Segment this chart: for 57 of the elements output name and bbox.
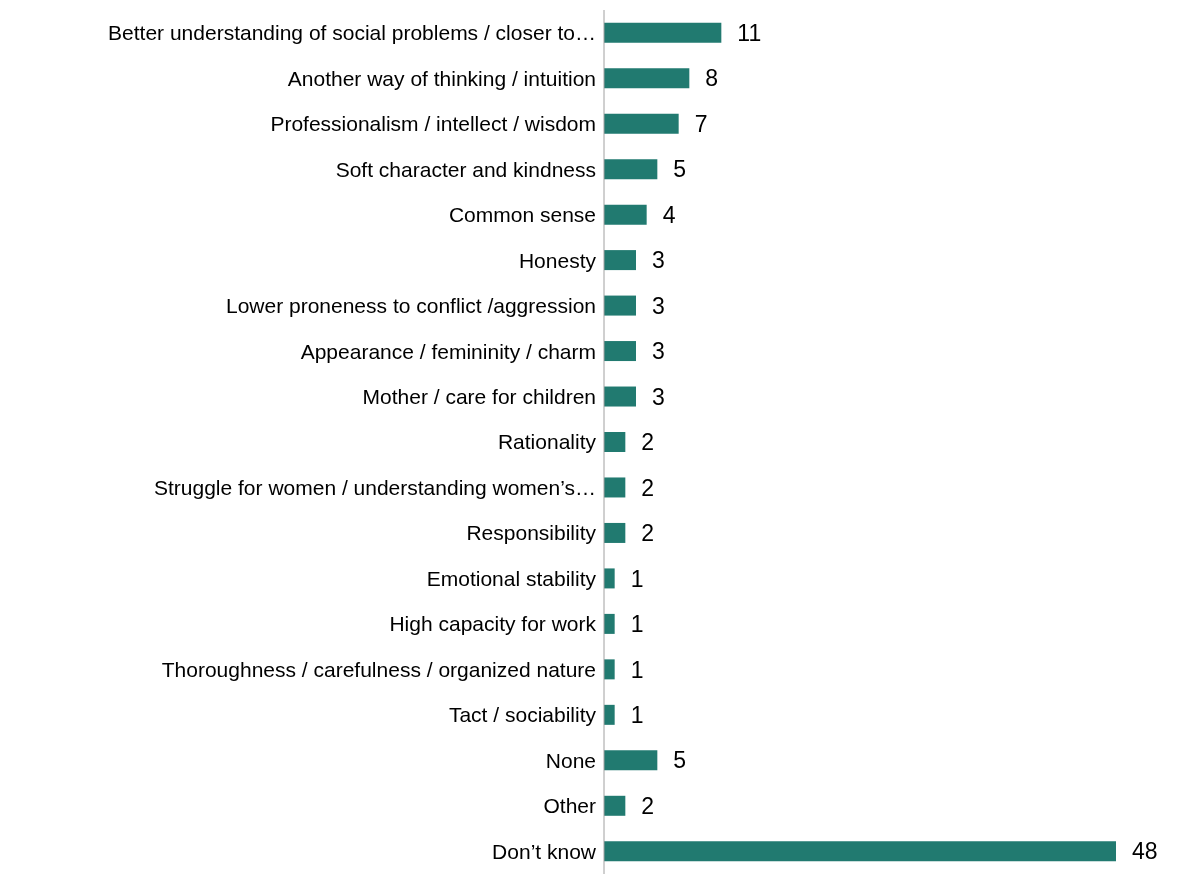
- data-label: 2: [641, 429, 655, 456]
- bar: [604, 841, 1116, 862]
- bar: [604, 159, 658, 180]
- y-tick-label: Rationality: [497, 430, 597, 454]
- data-label: 3: [652, 247, 665, 274]
- y-tick-label: Common sense: [448, 203, 596, 227]
- data-label: 2: [641, 474, 655, 501]
- bar: [604, 341, 636, 362]
- data-label: 7: [694, 110, 708, 137]
- y-tick-label: Other: [543, 794, 596, 818]
- y-tick-label: Tact / sociability: [448, 703, 597, 727]
- bar: [604, 568, 615, 589]
- bar: [604, 613, 615, 634]
- data-label: 5: [673, 156, 687, 183]
- y-tick-label: None: [545, 748, 596, 772]
- y-tick-label: Lower proneness to conflict /aggression: [225, 294, 596, 318]
- data-label: 2: [641, 520, 655, 547]
- bar: [604, 386, 636, 407]
- y-tick-label: Another way of thinking / intuition: [287, 66, 596, 90]
- data-label: 1: [630, 565, 644, 592]
- data-label: 2: [641, 792, 655, 819]
- y-tick-label: Don’t know: [492, 839, 597, 863]
- bar: [604, 432, 626, 452]
- data-label: 11: [737, 19, 762, 46]
- data-label: 8: [705, 65, 719, 92]
- data-label: 3: [652, 292, 665, 319]
- data-label: 3: [652, 383, 665, 410]
- y-tick-label: Honesty: [518, 248, 597, 272]
- y-tick-label: Appearance / femininity / charm: [300, 339, 596, 363]
- data-label: 1: [630, 702, 644, 728]
- bar: [604, 704, 615, 725]
- data-label: 48: [1132, 838, 1158, 865]
- bar: [604, 204, 647, 225]
- data-label: 3: [652, 338, 665, 365]
- bar: [604, 477, 626, 498]
- y-tick-label: Mother / care for children: [362, 384, 596, 408]
- y-tick-label: Emotional stability: [426, 566, 597, 590]
- bar: [604, 522, 626, 543]
- data-label: 1: [630, 656, 644, 683]
- bar: [604, 68, 690, 89]
- bar: [604, 22, 722, 43]
- data-label: 4: [662, 201, 676, 228]
- bar: [604, 113, 679, 134]
- y-tick-label: High capacity for work: [389, 612, 597, 636]
- y-tick-label: Responsibility: [466, 521, 597, 545]
- bar: [604, 659, 615, 680]
- y-tick-label: Better understanding of social problems / closer to…: [108, 21, 596, 45]
- y-tick-label: Professionalism / intellect / wisdom: [270, 112, 596, 136]
- data-label: 1: [630, 611, 644, 638]
- data-label: 5: [673, 747, 687, 774]
- bar: [604, 750, 658, 771]
- y-tick-label: Struggle for women / understanding women’s…: [153, 475, 596, 499]
- bar: [604, 295, 636, 316]
- y-tick-label: Soft character and kindness: [335, 157, 596, 181]
- bar: [604, 250, 636, 271]
- y-tick-label: Thoroughness / carefulness / organized nature: [161, 657, 596, 681]
- bar: [604, 795, 626, 816]
